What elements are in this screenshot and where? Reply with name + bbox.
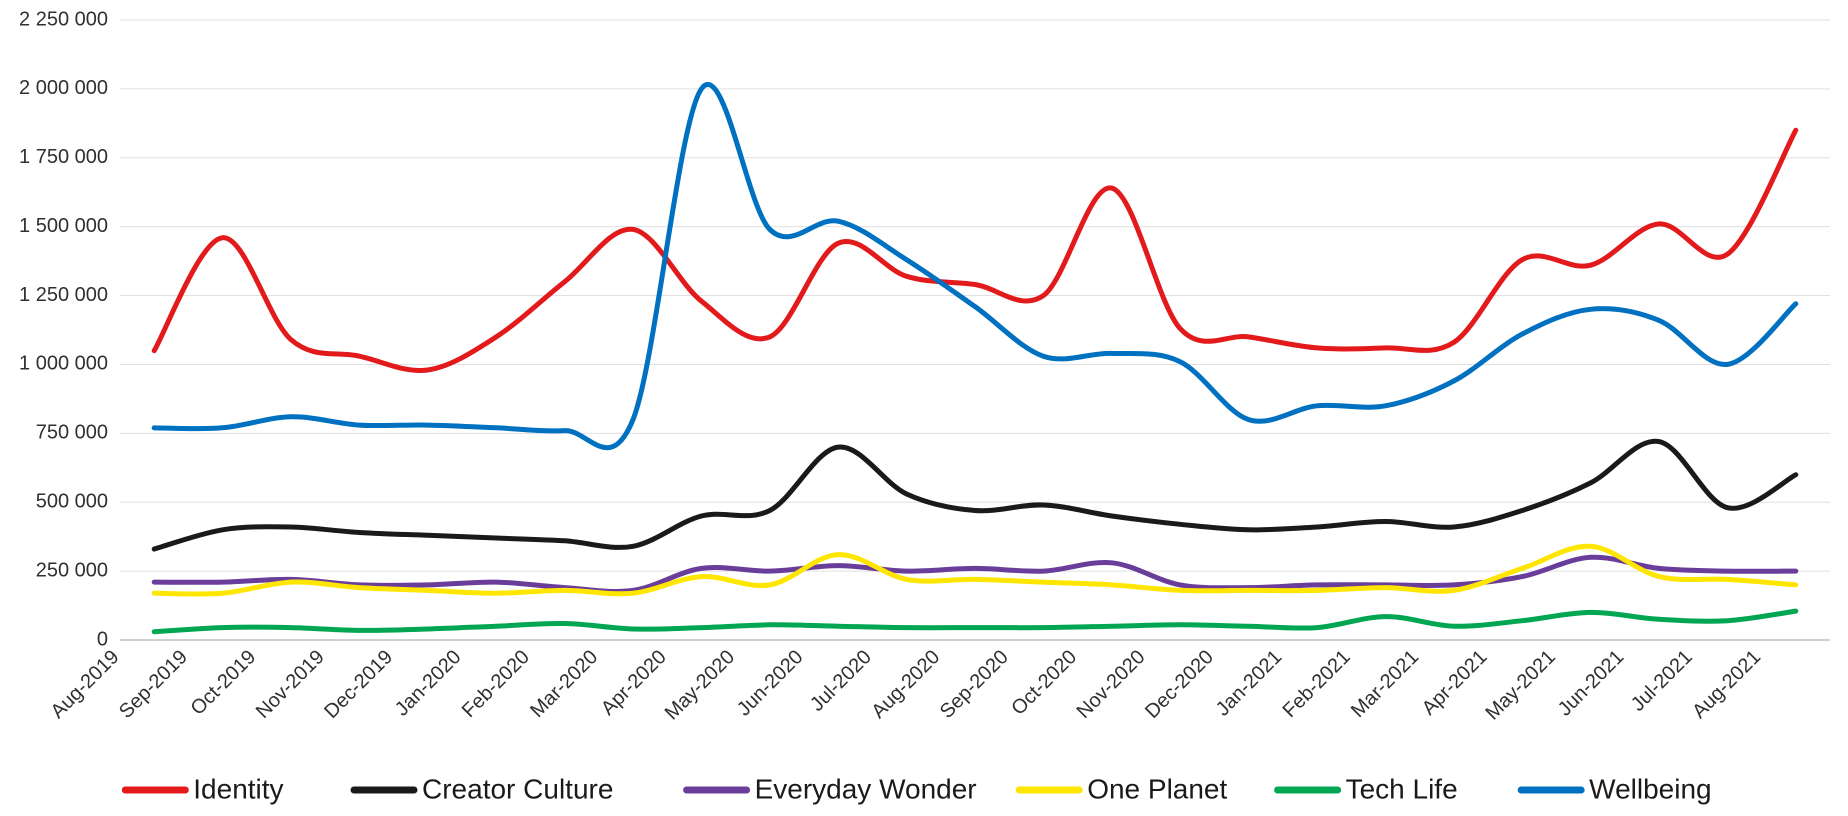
legend-label: Creator Culture [422,773,613,804]
x-tick-label: Sep-2019 [115,646,192,723]
y-tick-label: 2 000 000 [19,77,108,99]
chart-container: 0250 000500 000750 0001 000 0001 250 000… [0,0,1848,816]
x-tick-label: Dec-2020 [1141,646,1218,723]
x-tick-label: May-2020 [661,646,739,724]
x-tick-label: Sep-2020 [936,646,1013,723]
x-tick-label: Mar-2020 [526,646,602,722]
line-chart: 0250 000500 000750 0001 000 0001 250 000… [0,0,1848,816]
x-tick-label: Oct-2019 [187,646,261,720]
series-creator-culture [154,441,1796,549]
legend-label: Wellbeing [1589,773,1711,804]
series-wellbeing [154,85,1796,448]
x-tick-label: Feb-2021 [1279,646,1355,722]
x-tick-label: Aug-2020 [867,646,944,723]
x-tick-label: Jun-2021 [1554,646,1629,721]
legend-label: Everyday Wonder [755,773,977,804]
x-tick-label: Feb-2020 [458,646,534,722]
x-tick-label: Nov-2020 [1073,646,1150,723]
x-tick-label: Jun-2020 [733,646,808,721]
legend-label: Identity [193,773,283,804]
x-tick-label: May-2021 [1481,646,1559,724]
y-tick-label: 1 000 000 [19,353,108,375]
y-tick-label: 2 250 000 [19,8,108,30]
series-tech-life [154,611,1796,632]
series-identity [154,130,1796,370]
legend-label: One Planet [1087,773,1227,804]
x-tick-label: Jan-2020 [391,646,466,721]
x-tick-label: Mar-2021 [1347,646,1423,722]
x-tick-label: Dec-2019 [320,646,397,723]
y-tick-label: 250 000 [36,559,108,581]
x-tick-label: Jan-2021 [1212,646,1287,721]
legend-label: Tech Life [1346,773,1458,804]
y-tick-label: 500 000 [36,491,108,513]
x-tick-label: Nov-2019 [252,646,329,723]
y-tick-label: 750 000 [36,422,108,444]
series-everyday-wonder [154,557,1796,591]
x-tick-label: Jul-2021 [1627,646,1697,716]
x-tick-label: Oct-2020 [1007,646,1081,720]
y-tick-label: 1 500 000 [19,215,108,237]
legend: Identity Creator Culture Everyday Wonder On… [125,773,1711,804]
x-tick-label: Aug-2019 [47,646,124,723]
x-tick-label: Jul-2020 [806,646,876,716]
y-tick-label: 1 250 000 [19,284,108,306]
y-tick-label: 1 750 000 [19,146,108,168]
x-tick-label: Aug-2021 [1688,646,1765,723]
